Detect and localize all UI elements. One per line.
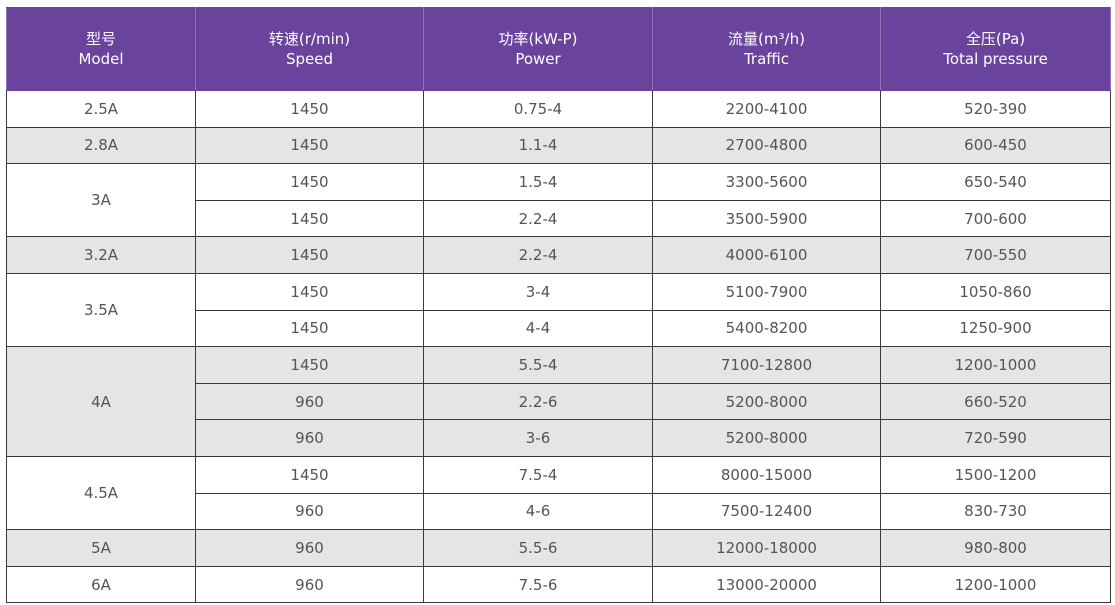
cell-pressure: 1250-900 <box>880 309 1111 348</box>
table-row: 960 2.2-6 5200-8000 660-520 <box>7 382 1111 421</box>
cell-power: 7.5-4 <box>423 455 653 494</box>
cell-power: 0.75-4 <box>423 90 653 128</box>
cell-power: 2.2-4 <box>423 199 653 238</box>
cell-power: 3-6 <box>423 419 653 457</box>
spec-table: 型号 Model 转速(r/min) Speed 功率(kW-P) Power 流量(… <box>6 7 1111 604</box>
cell-pressure: 650-540 <box>880 163 1111 201</box>
cell-power: 5.5-6 <box>423 529 653 567</box>
table-row: 4A 1450 5.5-4 7100-12800 1200-1000 <box>6 346 1111 457</box>
header-power: 功率(kW-P) Power <box>423 7 653 91</box>
cell-traffic: 2700-4800 <box>652 126 881 165</box>
cell-model: 6A <box>6 565 196 604</box>
cell-pressure: 1200-1000 <box>880 565 1111 604</box>
cell-power: 4-4 <box>423 309 653 348</box>
header-speed-zh: 转速(r/min) <box>268 30 351 48</box>
cell-traffic: 7500-12400 <box>652 492 881 531</box>
cell-speed: 1450 <box>195 272 424 311</box>
table-row: 3.5A 1450 3-4 5100-7900 1050-860 <box>6 272 1111 348</box>
cell-power: 2.2-4 <box>423 236 653 274</box>
header-traffic-zh: 流量(m³/h) <box>728 30 805 48</box>
cell-speed: 1450 <box>195 309 424 348</box>
cell-pressure: 600-450 <box>880 126 1111 165</box>
header-speed-en: Speed <box>285 50 334 68</box>
table-row: 3A 1450 1.5-4 3300-5600 650-540 <box>6 163 1111 238</box>
cell-pressure: 1200-1000 <box>880 346 1111 384</box>
cell-speed: 960 <box>195 419 424 457</box>
table-row: 960 4-6 7500-12400 830-730 <box>7 492 1111 531</box>
cell-speed: 960 <box>195 382 424 421</box>
header-row: 型号 Model 转速(r/min) Speed 功率(kW-P) Power 流量(… <box>6 7 1111 91</box>
cell-traffic: 2200-4100 <box>652 90 881 128</box>
header-speed: 转速(r/min) Speed <box>195 7 424 91</box>
cell-speed: 1450 <box>195 163 424 201</box>
cell-traffic: 8000-15000 <box>652 455 881 494</box>
cell-speed: 1450 <box>195 346 424 384</box>
header-pressure-zh: 全压(Pa) <box>965 30 1026 48</box>
header-model-zh: 型号 <box>85 30 116 48</box>
cell-speed: 960 <box>195 529 424 567</box>
table-row: 2.8A 1450 1.1-4 2700-4800 600-450 <box>6 126 1111 165</box>
table-row: 4.5A 1450 7.5-4 8000-15000 1500-1200 <box>6 455 1111 531</box>
cell-power: 1.5-4 <box>423 163 653 201</box>
header-traffic: 流量(m³/h) Traffic <box>652 7 881 91</box>
cell-pressure: 700-600 <box>880 199 1111 238</box>
cell-power: 7.5-6 <box>423 565 653 604</box>
cell-power: 3-4 <box>423 272 653 311</box>
cell-speed: 960 <box>195 492 424 531</box>
header-model-en: Model <box>78 50 124 68</box>
cell-pressure: 700-550 <box>880 236 1111 274</box>
cell-speed: 1450 <box>195 90 424 128</box>
header-pressure: 全压(Pa) Total pressure <box>880 7 1111 91</box>
cell-pressure: 830-730 <box>880 492 1111 531</box>
cell-traffic: 7100-12800 <box>652 346 881 384</box>
cell-model: 4A <box>6 346 196 457</box>
cell-model: 4.5A <box>6 455 196 531</box>
table-row: 2.5A 1450 0.75-4 2200-4100 520-390 <box>6 90 1111 128</box>
cell-model: 3.5A <box>6 272 196 348</box>
cell-traffic: 3500-5900 <box>652 199 881 238</box>
cell-model: 5A <box>6 529 196 567</box>
cell-traffic: 13000-20000 <box>652 565 881 604</box>
table-row: 3.2A 1450 2.2-4 4000-6100 700-550 <box>6 236 1111 274</box>
cell-power: 5.5-4 <box>423 346 653 384</box>
cell-traffic: 5400-8200 <box>652 309 881 348</box>
cell-model: 3A <box>6 163 196 238</box>
cell-pressure: 1500-1200 <box>880 455 1111 494</box>
table-row: 6A 960 7.5-6 13000-20000 1200-1000 <box>6 565 1111 604</box>
cell-speed: 1450 <box>195 455 424 494</box>
cell-traffic: 5100-7900 <box>652 272 881 311</box>
header-pressure-en: Total pressure <box>943 50 1048 68</box>
header-model: 型号 Model <box>6 7 196 91</box>
cell-model: 2.5A <box>6 90 196 128</box>
table-body: 2.5A 1450 0.75-4 2200-4100 520-390 2.8A … <box>6 90 1111 604</box>
table-header: 型号 Model 转速(r/min) Speed 功率(kW-P) Power 流量(… <box>6 7 1111 91</box>
cell-model: 2.8A <box>6 126 196 165</box>
table-row: 5A 960 5.5-6 12000-18000 980-800 <box>6 529 1111 567</box>
cell-power: 2.2-6 <box>423 382 653 421</box>
cell-pressure: 660-520 <box>880 382 1111 421</box>
cell-model: 3.2A <box>6 236 196 274</box>
cell-pressure: 980-800 <box>880 529 1111 567</box>
cell-traffic: 12000-18000 <box>652 529 881 567</box>
header-power-zh: 功率(kW-P) <box>498 30 578 48</box>
cell-traffic: 5200-8000 <box>652 382 881 421</box>
cell-pressure: 720-590 <box>880 419 1111 457</box>
header-traffic-en: Traffic <box>743 50 790 68</box>
table-row: 1450 4-4 5400-8200 1250-900 <box>7 309 1111 348</box>
cell-traffic: 3300-5600 <box>652 163 881 201</box>
cell-traffic: 4000-6100 <box>652 236 881 274</box>
header-power-en: Power <box>515 50 561 68</box>
cell-speed: 1450 <box>195 199 424 238</box>
table-row: 1450 2.2-4 3500-5900 700-600 <box>7 199 1111 238</box>
cell-speed: 1450 <box>195 236 424 274</box>
cell-power: 1.1-4 <box>423 126 653 165</box>
cell-speed: 1450 <box>195 126 424 165</box>
cell-traffic: 5200-8000 <box>652 419 881 457</box>
cell-power: 4-6 <box>423 492 653 531</box>
cell-speed: 960 <box>195 565 424 604</box>
cell-pressure: 520-390 <box>880 90 1111 128</box>
cell-pressure: 1050-860 <box>880 272 1111 311</box>
table-row: 960 3-6 5200-8000 720-590 <box>7 419 1111 457</box>
